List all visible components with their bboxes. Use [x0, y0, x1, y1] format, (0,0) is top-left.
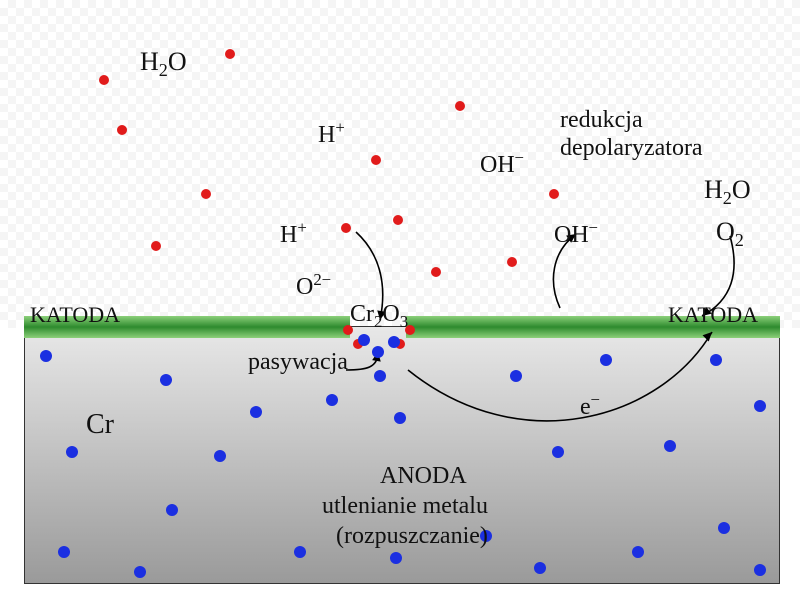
ion-dot-red: [507, 257, 517, 267]
atom-dot-blue: [372, 346, 384, 358]
atom-dot-blue: [294, 546, 306, 558]
label-o2_right: O2: [716, 216, 744, 252]
atom-dot-blue: [166, 504, 178, 516]
atom-dot-blue: [394, 412, 406, 424]
label-oh_mid: OH−: [554, 218, 598, 250]
atom-dot-blue: [250, 406, 262, 418]
atom-dot-blue: [66, 446, 78, 458]
label-h_plus_2: H+: [280, 218, 307, 250]
label-rozp: (rozpuszczanie): [336, 522, 488, 551]
atom-dot-blue: [632, 546, 644, 558]
label-cr: Cr: [86, 408, 114, 442]
atom-dot-blue: [326, 394, 338, 406]
atom-dot-blue: [358, 334, 370, 346]
atom-dot-blue: [754, 564, 766, 576]
ion-dot-red: [431, 267, 441, 277]
label-h_plus_1: H+: [318, 118, 345, 150]
atom-dot-blue: [718, 522, 730, 534]
ion-dot-red: [549, 189, 559, 199]
label-h2o_top: H2O: [140, 46, 187, 82]
ion-dot-red: [393, 215, 403, 225]
atom-dot-blue: [134, 566, 146, 578]
ion-dot-red: [371, 155, 381, 165]
label-e_minus: e−: [580, 390, 600, 422]
label-cr2o3: Cr2O3: [350, 300, 408, 332]
atom-dot-blue: [510, 370, 522, 382]
label-reduction_2: depolaryzatora: [560, 134, 703, 163]
atom-dot-blue: [390, 552, 402, 564]
label-reduction_1: redukcja: [560, 106, 643, 135]
label-anoda: ANODA: [380, 462, 467, 491]
atom-dot-blue: [534, 562, 546, 574]
atom-dot-blue: [710, 354, 722, 366]
label-oh_top: OH−: [480, 148, 524, 180]
ion-dot-red: [117, 125, 127, 135]
ion-dot-red: [201, 189, 211, 199]
atom-dot-blue: [40, 350, 52, 362]
atom-dot-blue: [214, 450, 226, 462]
atom-dot-blue: [600, 354, 612, 366]
label-katoda_left: KATODA: [30, 302, 120, 328]
label-katoda_right: KATODA: [668, 302, 758, 328]
ion-dot-red: [455, 101, 465, 111]
atom-dot-blue: [388, 336, 400, 348]
ion-dot-red: [151, 241, 161, 251]
atom-dot-blue: [552, 446, 564, 458]
ion-dot-red: [225, 49, 235, 59]
atom-dot-blue: [754, 400, 766, 412]
label-pasywacja: pasywacja: [248, 348, 348, 377]
atom-dot-blue: [664, 440, 676, 452]
label-o2minus: O2−: [296, 270, 331, 302]
atom-dot-blue: [58, 546, 70, 558]
atom-dot-blue: [374, 370, 386, 382]
label-h2o_right: H2O: [704, 174, 751, 210]
atom-dot-blue: [160, 374, 172, 386]
ion-dot-red: [341, 223, 351, 233]
diagram-stage: H2OH+H+O2−OH−redukcjadepolaryzatoraH2OO2…: [0, 0, 800, 596]
ion-dot-red: [99, 75, 109, 85]
label-utlen: utlenianie metalu: [322, 492, 488, 521]
transparency-checker: [0, 0, 800, 328]
